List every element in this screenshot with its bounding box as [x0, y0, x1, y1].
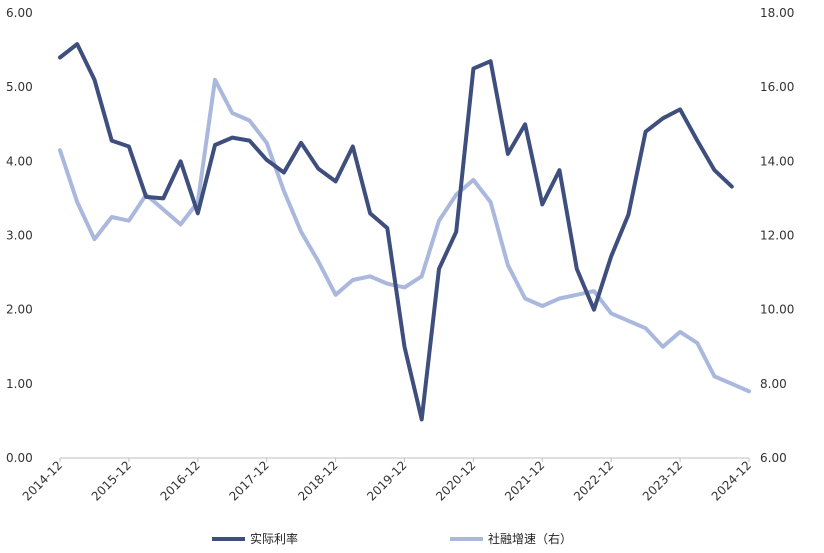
right-axis-ticks: 6.00 8.00 10.00 12.00 14.00 16.00 18.00: [760, 6, 794, 465]
series-line-social-financing: [58, 77, 751, 394]
y2-tick-label: 14.00: [760, 154, 794, 168]
y2-tick-label: 8.00: [760, 377, 787, 391]
y-tick-label: 4.00: [6, 154, 33, 168]
y-tick-label: 1.00: [6, 377, 33, 391]
y-tick-label: 2.00: [6, 303, 33, 317]
legend-label-social-financing: 社融增速（右）: [488, 531, 572, 546]
x-axis-ticks: 2014-12 2015-12 2016-12 2017-12 2018-12 2019-…: [20, 458, 754, 504]
x-tick-label: 2016-12: [158, 458, 203, 503]
legend-label-real-rate: 实际利率: [250, 531, 298, 546]
y2-tick-label: 10.00: [760, 303, 794, 317]
y-tick-label: 6.00: [6, 6, 33, 20]
y2-tick-label: 12.00: [760, 229, 794, 243]
x-tick-label: 2018-12: [295, 458, 340, 503]
left-axis-ticks: 0.00 1.00 2.00 3.00 4.00 5.00 6.00: [6, 6, 33, 465]
x-tick-label: 2017-12: [226, 458, 271, 503]
y-tick-label: 0.00: [6, 451, 33, 465]
x-tick-label: 2019-12: [364, 458, 409, 503]
y-tick-label: 3.00: [6, 229, 33, 243]
x-tick-label: 2023-12: [640, 458, 685, 503]
x-tick-label: 2024-12: [709, 458, 754, 503]
legend-item-social-financing: 社融增速（右）: [450, 531, 572, 546]
legend-item-real-rate: 实际利率: [212, 531, 298, 546]
y-tick-label: 5.00: [6, 80, 33, 94]
x-tick-label: 2015-12: [89, 458, 134, 503]
series-line-real-rate: [58, 42, 734, 422]
x-tick-label: 2022-12: [571, 458, 616, 503]
x-tick-label: 2021-12: [502, 458, 547, 503]
x-tick-label: 2014-12: [20, 458, 65, 503]
series-layer: [58, 42, 751, 422]
x-tick-label: 2020-12: [433, 458, 478, 503]
legend: 实际利率 社融增速（右）: [212, 531, 572, 546]
y2-tick-label: 6.00: [760, 451, 787, 465]
y2-tick-label: 16.00: [760, 80, 794, 94]
y2-tick-label: 18.00: [760, 6, 794, 20]
